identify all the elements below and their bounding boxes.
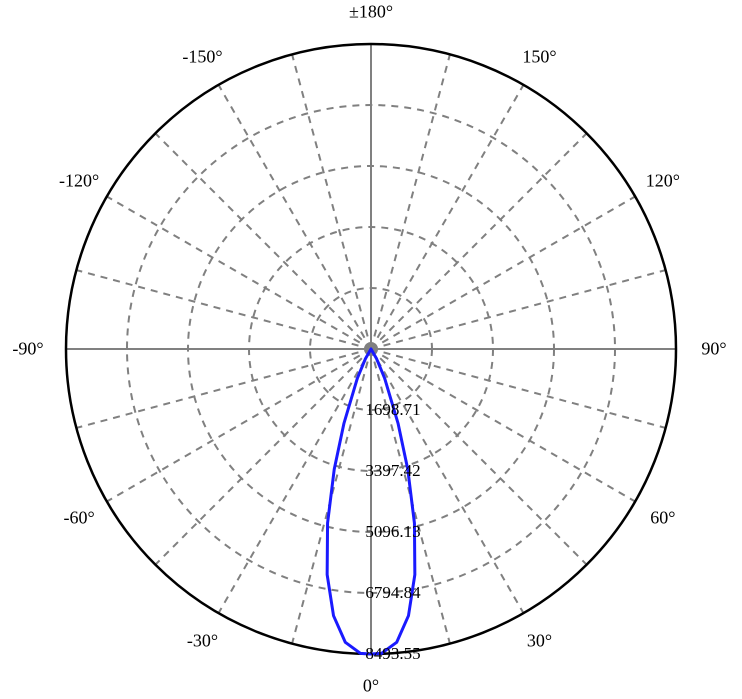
radial-label: 8493.55: [365, 644, 420, 664]
angle-label: -120°: [59, 170, 99, 191]
angle-label: 0°: [363, 676, 379, 697]
radial-label: 1698.71: [365, 400, 420, 420]
radial-label: 5096.13: [365, 522, 420, 542]
angle-label: -150°: [182, 47, 222, 68]
angle-label: 30°: [527, 630, 552, 651]
angle-label: 60°: [650, 507, 675, 528]
angle-label: -60°: [64, 507, 95, 528]
angle-label: -90°: [12, 339, 43, 360]
angle-label: ±180°: [349, 2, 393, 23]
angle-label: -30°: [187, 630, 218, 651]
radial-label: 6794.84: [365, 583, 420, 603]
angle-label: 150°: [522, 47, 556, 68]
angle-label: 120°: [646, 170, 680, 191]
polar-chart: 0° 30° 60° 90° 120° 150° ±180° -150° -120° -90° -6…: [0, 0, 742, 699]
radial-label: 3397.42: [365, 461, 420, 481]
angle-label: 90°: [701, 339, 726, 360]
